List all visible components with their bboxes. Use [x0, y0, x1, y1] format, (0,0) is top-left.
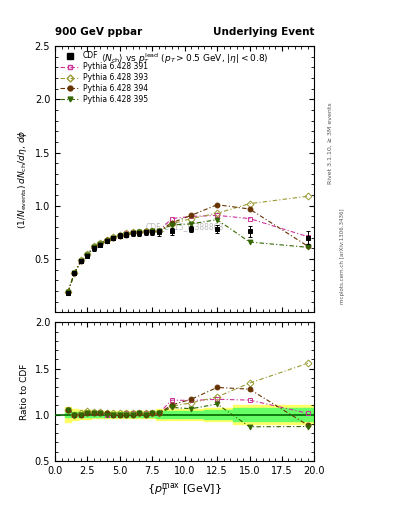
Y-axis label: Ratio to CDF: Ratio to CDF [20, 364, 29, 420]
Text: $\langle N_{\rm ch}\rangle$ vs $p_T^{\rm lead}$ ($p_T > 0.5$ GeV, $|\eta| < 0.8$: $\langle N_{\rm ch}\rangle$ vs $p_T^{\rm… [101, 51, 268, 67]
X-axis label: $\{p_T^{\rm max}$ [GeV]$\}$: $\{p_T^{\rm max}$ [GeV]$\}$ [147, 481, 222, 498]
Text: Underlying Event: Underlying Event [213, 27, 314, 37]
Text: mcplots.cern.ch [arXiv:1306.3436]: mcplots.cern.ch [arXiv:1306.3436] [340, 208, 345, 304]
Legend: CDF, Pythia 6.428 391, Pythia 6.428 393, Pythia 6.428 394, Pythia 6.428 395: CDF, Pythia 6.428 391, Pythia 6.428 393,… [59, 50, 149, 105]
Text: 900 GeV ppbar: 900 GeV ppbar [55, 27, 142, 37]
Text: Rivet 3.1.10, ≥ 3M events: Rivet 3.1.10, ≥ 3M events [328, 102, 333, 184]
Text: CDF_2015_I1388868: CDF_2015_I1388868 [145, 223, 224, 231]
Y-axis label: $(1/N_{\rm events})\,dN_{\rm ch}/d\eta,\,d\phi$: $(1/N_{\rm events})\,dN_{\rm ch}/d\eta,\… [16, 130, 29, 229]
